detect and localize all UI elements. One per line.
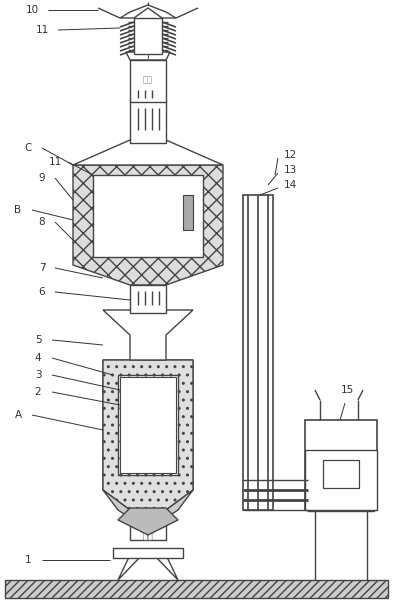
Polygon shape: [103, 490, 193, 530]
Text: 11: 11: [35, 25, 49, 35]
Polygon shape: [73, 165, 223, 285]
Bar: [323, 460, 359, 488]
Text: 1: 1: [25, 555, 31, 565]
Bar: [243, 195, 273, 510]
Text: 13: 13: [283, 165, 297, 175]
Text: A: A: [15, 410, 22, 420]
Bar: [183, 195, 193, 230]
Bar: [305, 450, 377, 510]
Text: 3: 3: [35, 370, 41, 380]
Bar: [130, 510, 166, 540]
Text: 2: 2: [35, 387, 41, 397]
Polygon shape: [126, 52, 170, 60]
Polygon shape: [73, 140, 223, 165]
Bar: [130, 285, 166, 313]
Bar: [118, 375, 178, 475]
Text: C: C: [24, 143, 32, 153]
Text: B: B: [15, 205, 22, 215]
Polygon shape: [103, 360, 193, 510]
Bar: [130, 100, 166, 143]
Bar: [305, 420, 377, 510]
Text: 8: 8: [39, 217, 45, 227]
Text: 4: 4: [35, 353, 41, 363]
Bar: [134, 18, 162, 54]
Text: 废气: 废气: [143, 532, 153, 542]
Text: 7: 7: [39, 263, 45, 273]
Text: 14: 14: [283, 180, 297, 190]
Bar: [113, 548, 183, 558]
Text: 液气: 液气: [143, 76, 153, 85]
Bar: [120, 377, 176, 473]
Text: 15: 15: [340, 385, 354, 395]
Text: 5: 5: [35, 335, 41, 345]
Polygon shape: [103, 360, 193, 510]
Bar: [130, 60, 166, 102]
Text: +: +: [338, 469, 344, 478]
Text: 12: 12: [283, 150, 297, 160]
Text: 9: 9: [39, 173, 45, 183]
Text: 10: 10: [26, 5, 39, 15]
Text: 6: 6: [39, 287, 45, 297]
Polygon shape: [154, 555, 178, 580]
Bar: [308, 505, 374, 511]
Polygon shape: [118, 508, 178, 535]
Polygon shape: [120, 5, 176, 18]
Bar: [5, 580, 388, 598]
Polygon shape: [118, 555, 142, 580]
Polygon shape: [103, 310, 193, 360]
Bar: [93, 175, 203, 257]
Text: 11: 11: [48, 157, 62, 167]
